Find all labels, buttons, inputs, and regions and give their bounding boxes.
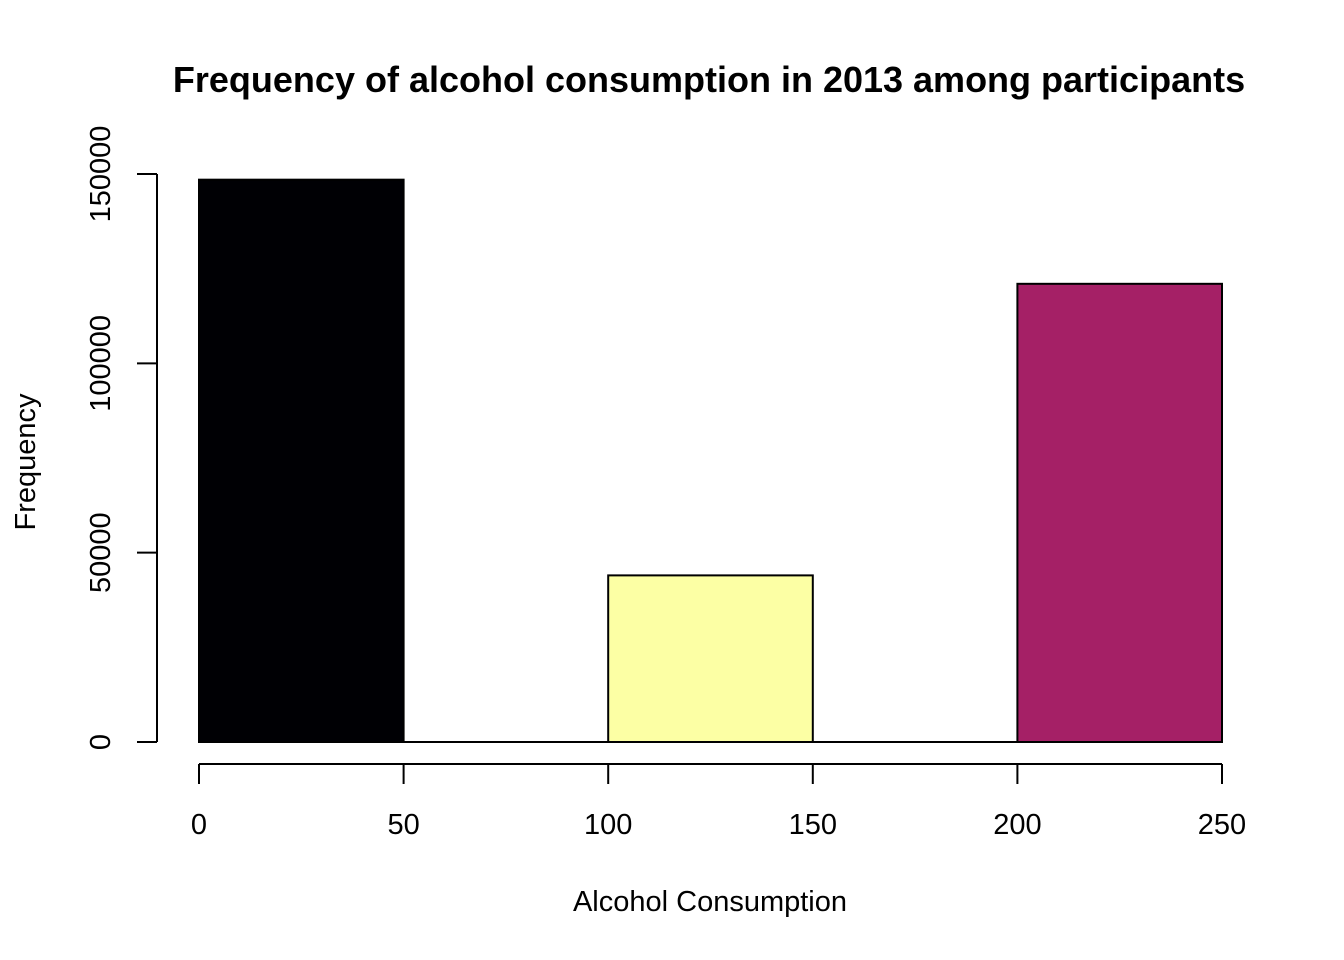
histogram-bar: [1016, 282, 1224, 743]
x-tick-label: 0: [191, 809, 207, 841]
x-tick-label: 150: [789, 809, 837, 841]
histogram-bar: [607, 574, 814, 743]
x-axis-ticks: 0 50 100 150 200 250: [191, 764, 1246, 841]
x-tick-label: 250: [1198, 809, 1246, 841]
chart-title: Frequency of alcohol consumption in 2013…: [173, 59, 1245, 100]
y-axis-label: Frequency: [10, 393, 42, 531]
y-tick-label: 0: [85, 734, 117, 750]
histogram-bar: [198, 178, 405, 743]
bars: [198, 178, 1224, 743]
y-tick-label: 100000: [85, 315, 117, 412]
x-tick-label: 200: [993, 809, 1041, 841]
y-axis-ticks: 0 50000 100000 150000: [85, 126, 157, 750]
y-tick-label: 150000: [85, 126, 117, 223]
x-axis-label: Alcohol Consumption: [573, 886, 847, 918]
y-tick-label: 50000: [85, 512, 117, 593]
x-tick-label: 50: [387, 809, 419, 841]
x-tick-label: 100: [584, 809, 632, 841]
